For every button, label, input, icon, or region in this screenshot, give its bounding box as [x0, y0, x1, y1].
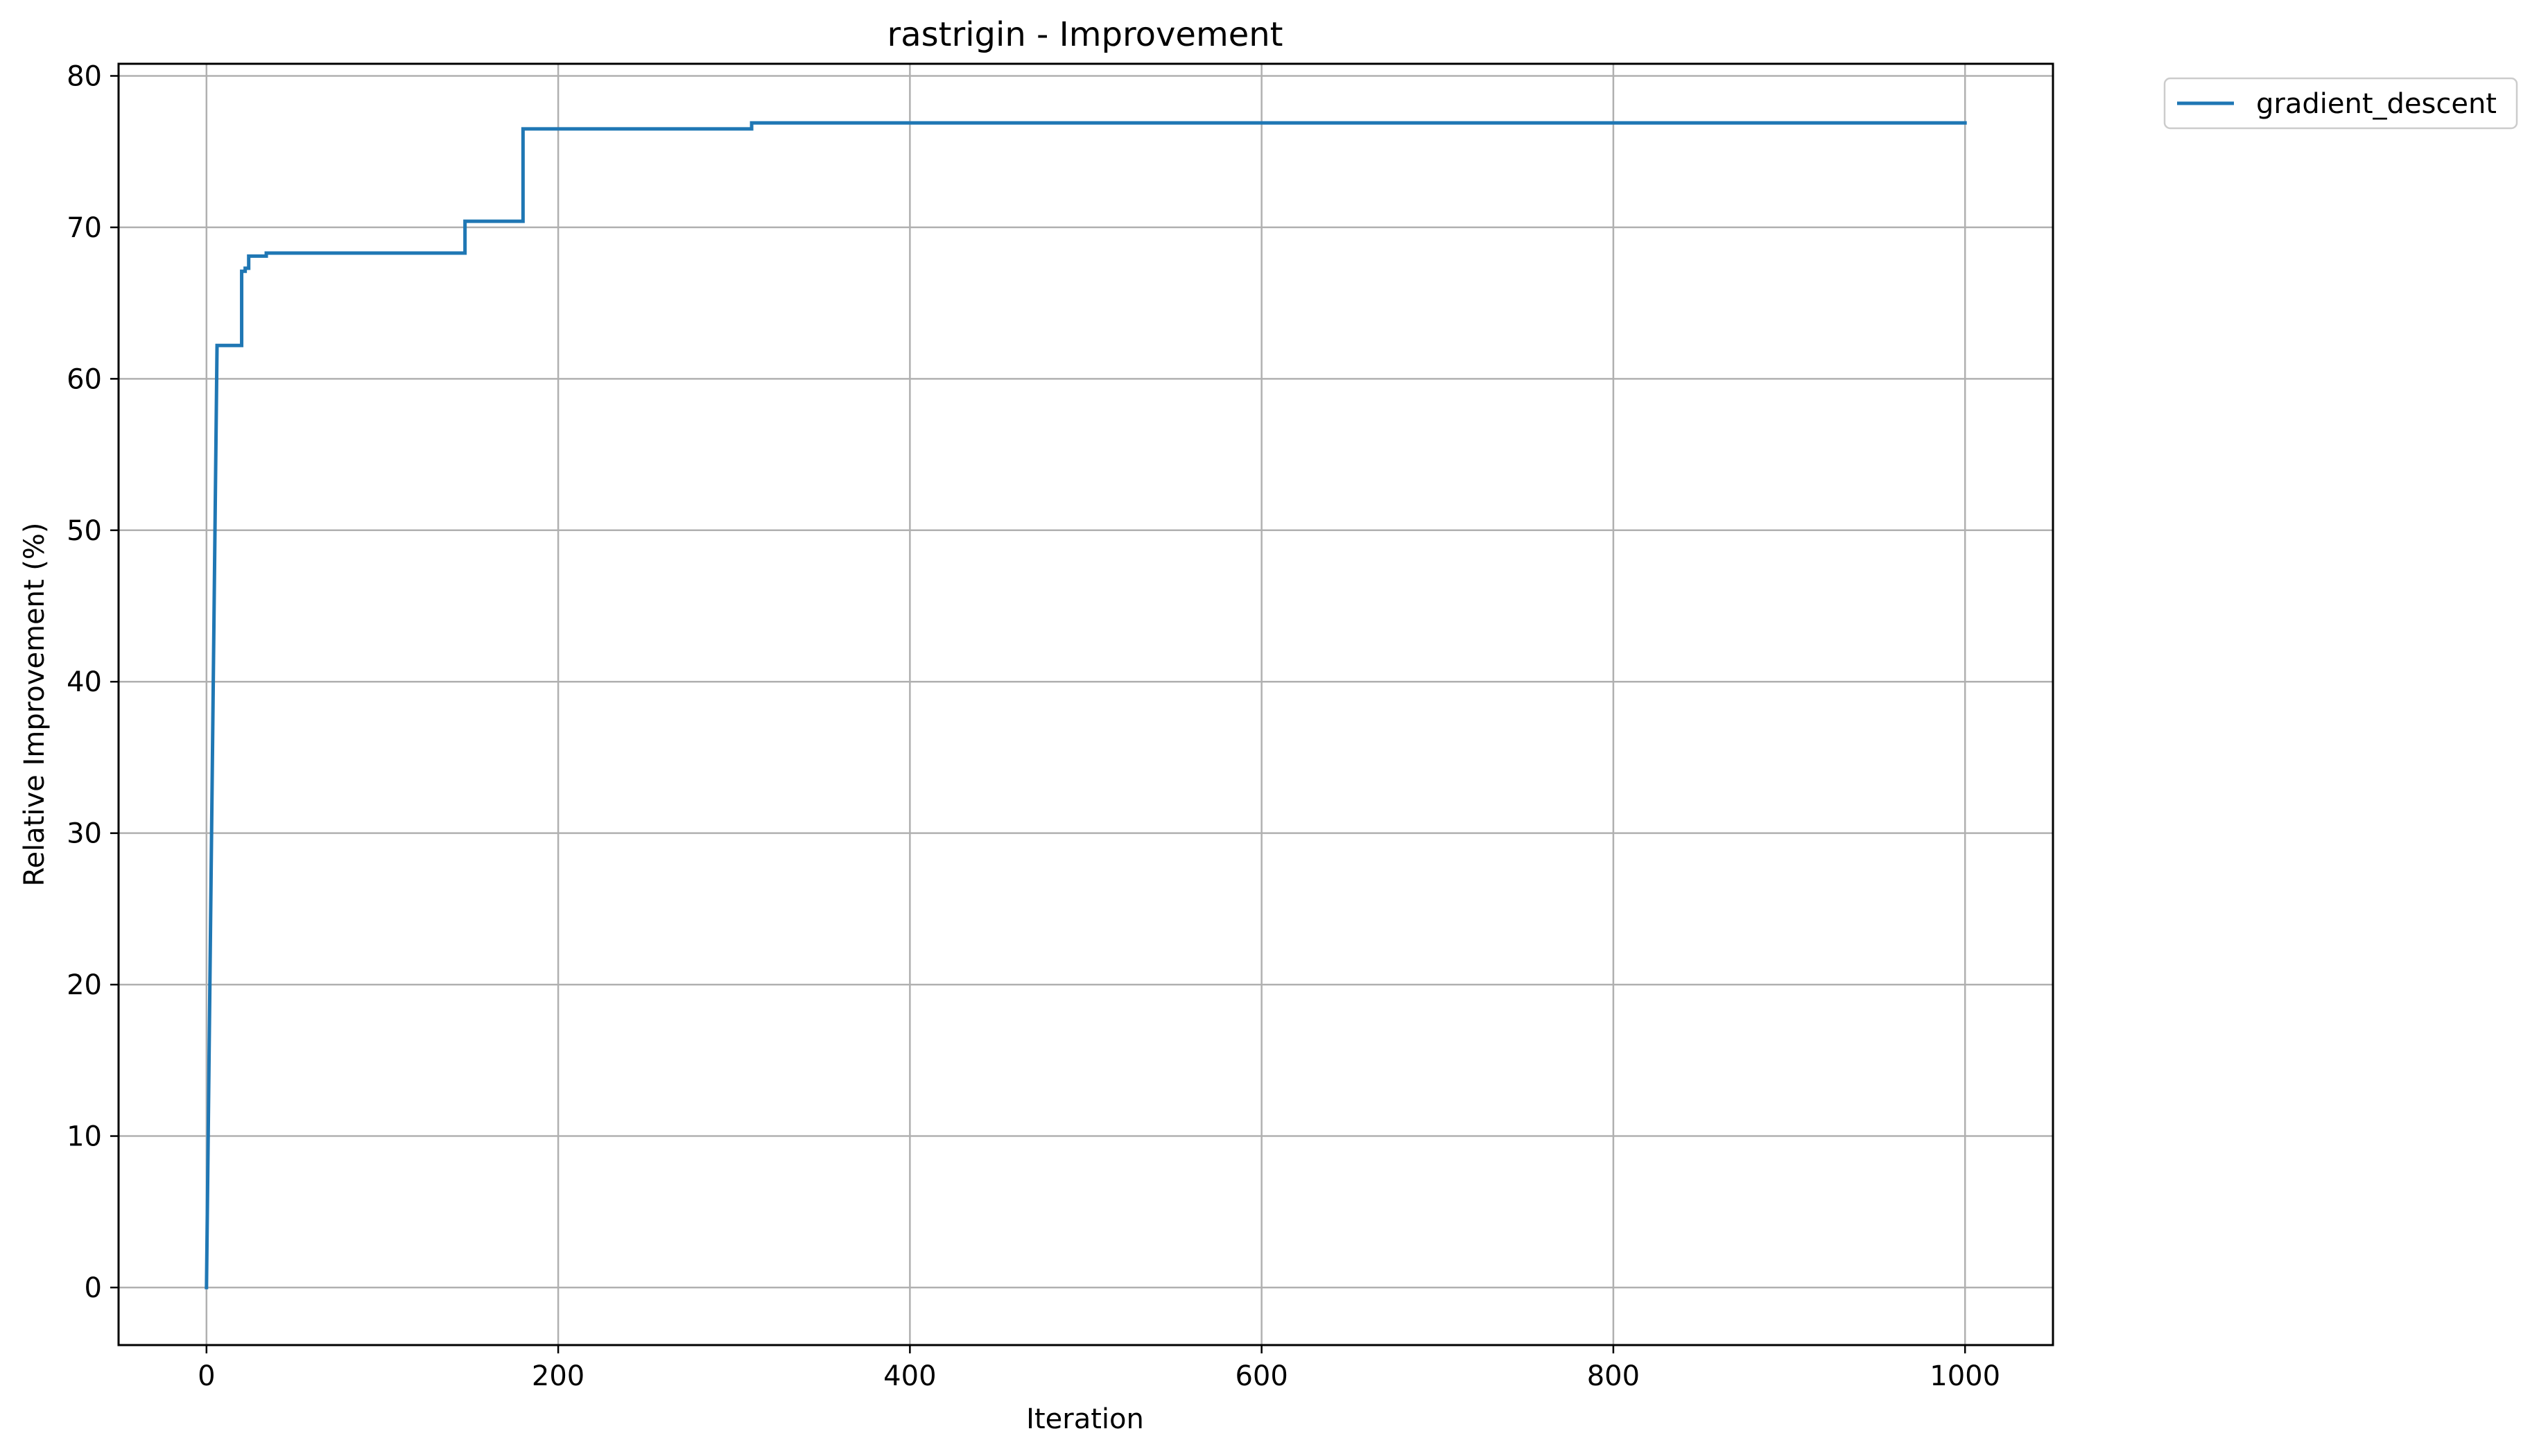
grid — [119, 64, 2053, 1345]
plot-frame — [117, 62, 2054, 1346]
x-tick-label: 0 — [198, 1360, 215, 1392]
chart-title: rastrigin - Improvement — [887, 15, 1283, 54]
x-tick-label: 400 — [883, 1360, 936, 1392]
legend: gradient_descent — [2163, 77, 2518, 130]
y-tick-label: 20 — [67, 969, 102, 1001]
y-tick-label: 50 — [67, 515, 102, 547]
y-tick-label: 80 — [67, 60, 102, 92]
y-axis-title: Relative Improvement (%) — [19, 522, 51, 886]
x-tick-label: 600 — [1235, 1360, 1288, 1392]
x-tick-label: 1000 — [1930, 1360, 2000, 1392]
series-line-gradient-descent — [205, 121, 1967, 1290]
y-tick-label: 0 — [85, 1272, 102, 1304]
x-tick-label: 800 — [1587, 1360, 1640, 1392]
x-axis-title: Iteration — [1026, 1403, 1144, 1435]
y-tick-label: 70 — [67, 212, 102, 244]
y-tick-label: 60 — [67, 363, 102, 395]
x-tick-label: 200 — [532, 1360, 584, 1392]
y-tick-label: 40 — [67, 666, 102, 698]
legend-label-gradient-descent: gradient_descent — [2256, 88, 2497, 120]
y-tick-label: 10 — [67, 1121, 102, 1153]
plot-data — [205, 121, 1967, 1290]
legend-box — [2163, 77, 2518, 130]
y-tick-label: 30 — [67, 818, 102, 850]
axis-ticks: 0 200 400 600 800 1000 0 10 20 30 40 50 60 70 80 — [67, 60, 2000, 1392]
